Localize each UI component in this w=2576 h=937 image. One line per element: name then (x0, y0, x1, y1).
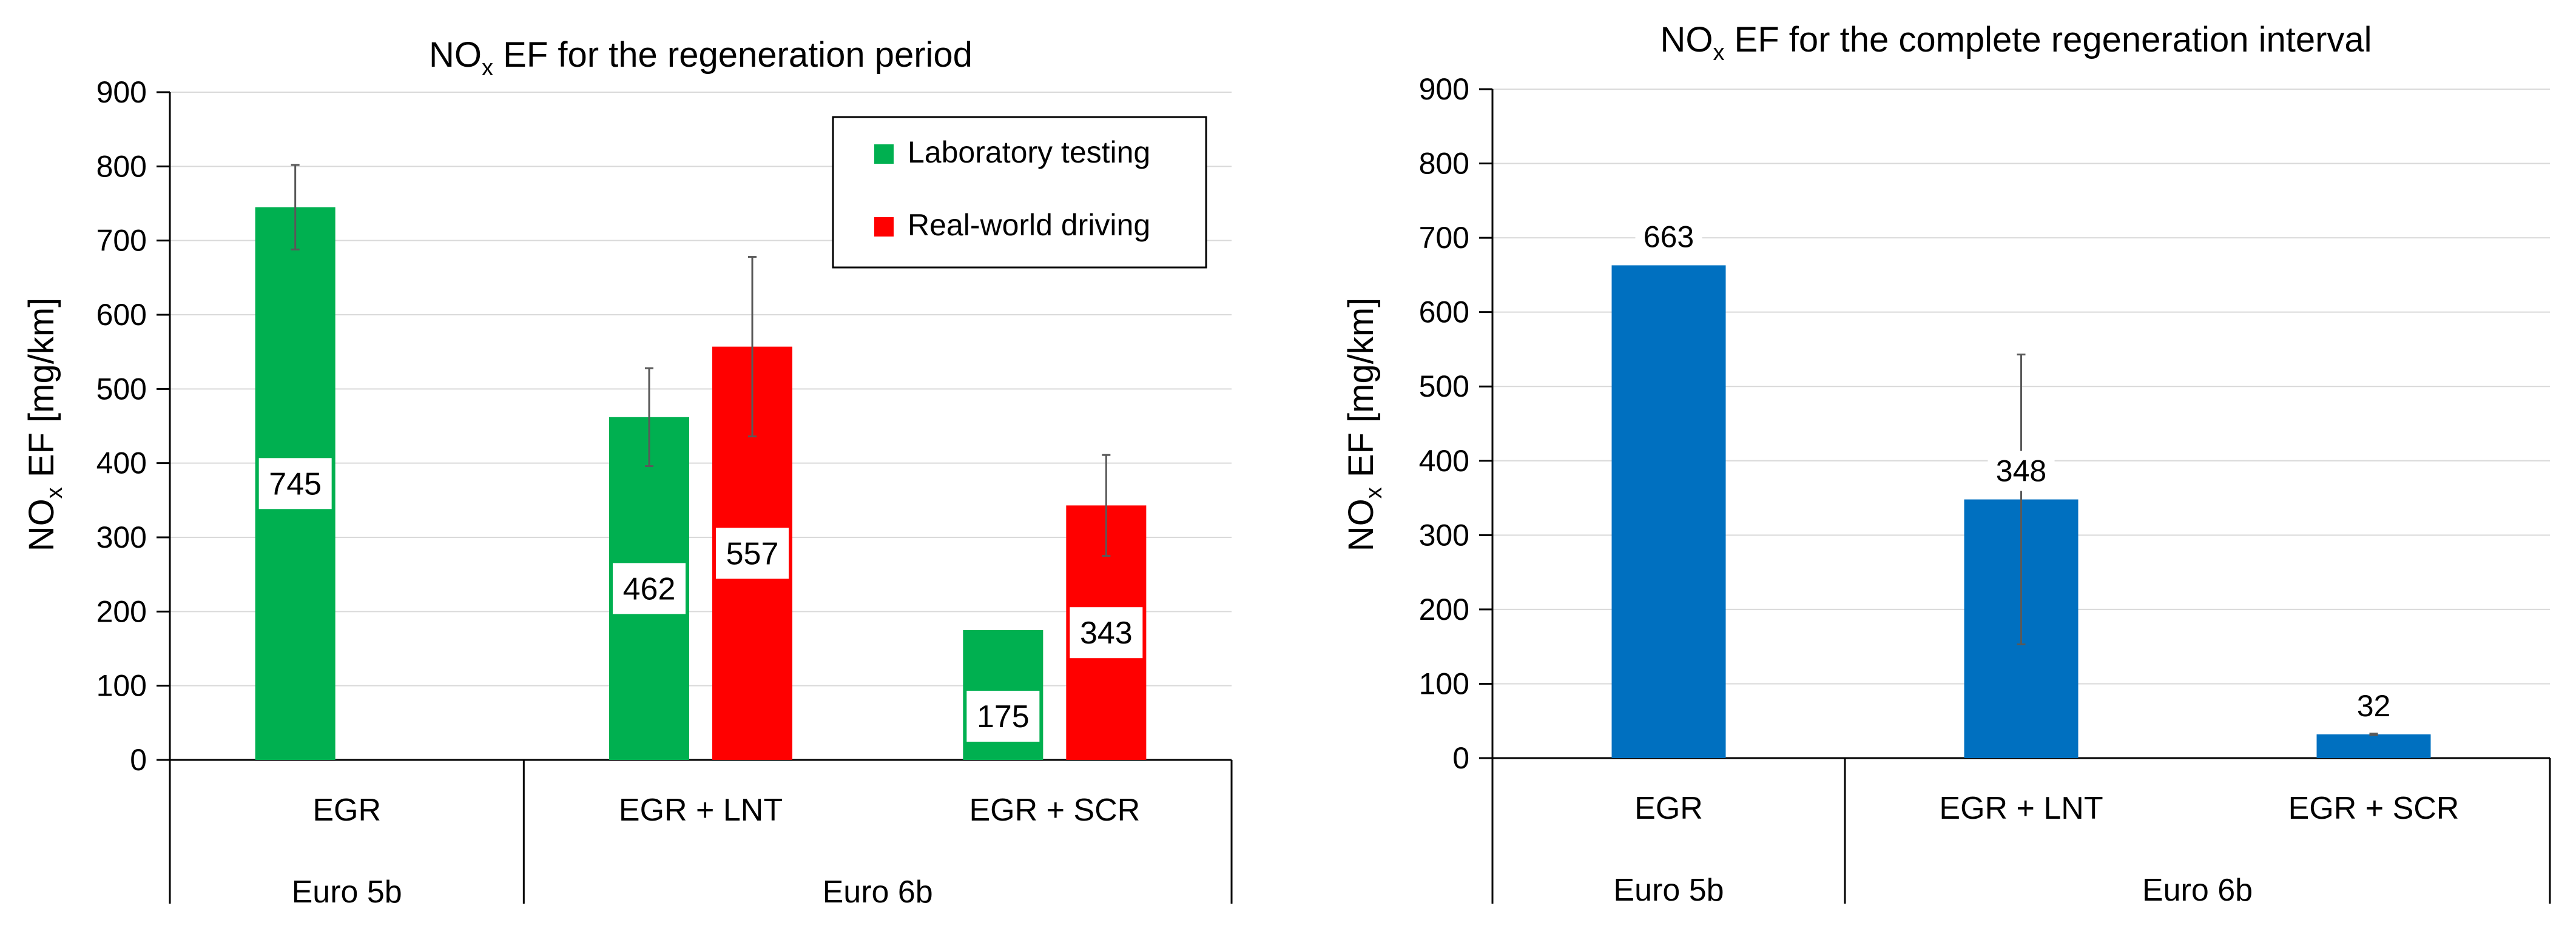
legend-label: Laboratory testing (908, 135, 1150, 169)
data-label: 557 (726, 536, 779, 571)
x-group-label: Euro 5b (1613, 873, 1724, 908)
x-group-label: Euro 5b (292, 875, 402, 910)
chart-title: NOx EF for the regeneration period (429, 35, 973, 81)
y-tick-label: 500 (1419, 369, 1469, 403)
chart-title-rest: EF for the complete regeneration interva… (1724, 20, 2372, 59)
legend-swatch (874, 144, 894, 164)
y-tick-label: 300 (96, 520, 147, 554)
legend-label: Real-world driving (908, 208, 1150, 242)
data-label-background (258, 458, 332, 509)
chart-title-subscript: x (482, 55, 493, 81)
x-group-label: Euro 6b (823, 875, 933, 910)
x-category-label: EGR + SCR (969, 793, 1140, 828)
data-label: 663 (1644, 220, 1694, 254)
chart-title-main: NO (1660, 20, 1713, 59)
y-tick-label: 700 (96, 224, 147, 258)
data-label-background (2340, 685, 2407, 726)
y-tick-label: 400 (1419, 444, 1469, 478)
y-tick-label: 0 (130, 743, 147, 777)
legend-box (832, 116, 1207, 269)
y-axis-label-rest: EF [mg/km] (22, 298, 61, 488)
y-axis-label-main: NO (22, 499, 61, 551)
data-label-background (613, 563, 686, 614)
data-label: 32 (2357, 689, 2391, 723)
y-tick-label: 500 (96, 372, 147, 406)
y-axis-label: NOx EF [mg/km] (1341, 298, 1387, 552)
y-axis-label-main: NO (1341, 499, 1381, 551)
y-tick-label: 200 (1419, 593, 1469, 626)
y-axis-label: NOx EF [mg/km] (22, 298, 67, 552)
y-tick-label: 800 (1419, 147, 1469, 181)
y-axis-label-subscript: x (1361, 487, 1387, 499)
y-tick-label: 800 (96, 149, 147, 183)
y-tick-label: 900 (96, 75, 147, 109)
chart-title-subscript: x (1713, 40, 1724, 65)
data-label: 343 (1080, 616, 1133, 651)
x-category-label: EGR + LNT (1939, 791, 2103, 826)
data-label-background (966, 690, 1040, 742)
data-label: 348 (1996, 454, 2046, 488)
y-tick-label: 0 (1452, 741, 1469, 775)
y-tick-label: 200 (96, 594, 147, 628)
y-tick-label: 300 (1419, 518, 1469, 552)
y-tick-label: 600 (1419, 295, 1469, 329)
y-axis-label-rest: EF [mg/km] (1341, 298, 1381, 488)
data-label-background (1635, 217, 1702, 257)
chart-title: NOx EF for the complete regeneration int… (1660, 20, 2372, 65)
y-tick-label: 600 (96, 298, 147, 332)
data-label-background (1070, 607, 1143, 659)
y-tick-label: 900 (1419, 72, 1469, 106)
data-label: 175 (977, 699, 1030, 734)
data-label-background (716, 528, 789, 579)
chart-complete-regeneration-interval: NOx EF for the complete regeneration int… (1341, 20, 2551, 908)
x-category-label: EGR + LNT (619, 793, 783, 828)
x-group-label: Euro 6b (2142, 873, 2253, 908)
x-category-label: EGR + SCR (2288, 791, 2460, 826)
data-label: 745 (269, 466, 322, 502)
x-category-label: EGR (1634, 791, 1703, 826)
y-tick-label: 700 (1419, 221, 1469, 255)
bar (2316, 734, 2431, 758)
y-tick-label: 100 (1419, 667, 1469, 700)
chart-title-main: NO (429, 35, 482, 75)
x-category-label: EGR (312, 793, 381, 828)
chart-title-rest: EF for the regeneration period (493, 35, 973, 75)
legend-swatch (874, 217, 894, 237)
bar (1611, 265, 1726, 758)
data-label: 462 (623, 571, 676, 606)
data-label-background (1988, 451, 2055, 491)
y-tick-label: 100 (96, 669, 147, 703)
y-axis-label-subscript: x (42, 487, 67, 499)
y-tick-label: 400 (96, 446, 147, 480)
